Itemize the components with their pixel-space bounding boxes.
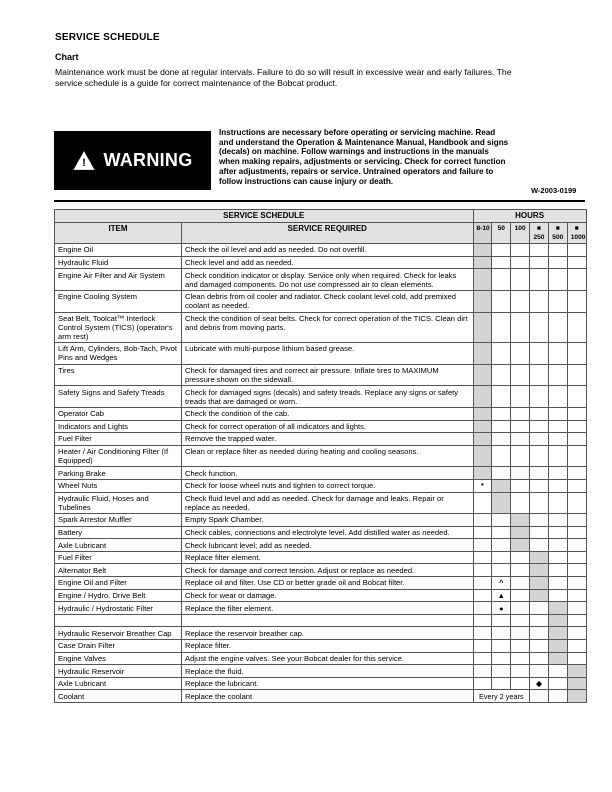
svg-text:!: ! [83,157,87,169]
